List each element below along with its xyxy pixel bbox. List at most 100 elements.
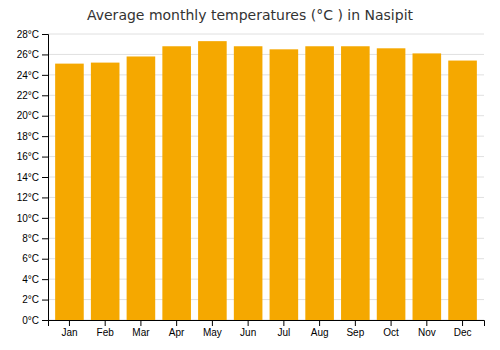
tick-mark [42, 116, 48, 117]
tick: 26°C [17, 49, 48, 60]
tick-label: 22°C [17, 90, 39, 101]
tick: 4°C [22, 274, 48, 285]
tick: Dec [454, 320, 472, 338]
tick-label: 2°C [22, 294, 39, 305]
tick: 14°C [17, 172, 48, 183]
tick-mark [426, 320, 427, 326]
tick-mark [248, 320, 249, 326]
tick-label: Nov [418, 327, 436, 338]
tick-label: 12°C [17, 192, 39, 203]
grid-line [48, 34, 484, 35]
tick-mark [42, 238, 48, 239]
x-axis: Jan Feb Mar Apr May Jun Jul Aug Sep Oct Nov Dec [49, 320, 485, 338]
tick-mark [42, 300, 48, 301]
bar [162, 46, 191, 320]
tick-label: Feb [97, 327, 115, 338]
tick-label: Oct [383, 327, 399, 338]
bar [55, 64, 84, 320]
tick: 28°C [17, 29, 48, 40]
tick-mark [391, 320, 392, 326]
tick-label: Jan [61, 327, 77, 338]
tick: 18°C [17, 131, 48, 142]
tick-label: 18°C [17, 131, 39, 142]
tick-label: Jul [277, 327, 290, 338]
tick-mark [355, 320, 356, 326]
tick-label: Sep [346, 327, 364, 338]
tick-label: 6°C [22, 253, 39, 264]
title: Average monthly temperatures (°C ) in Na… [87, 7, 414, 23]
axis-line [49, 321, 485, 327]
tick-mark [212, 320, 213, 326]
axis-line [42, 35, 49, 321]
tick: Jan [61, 320, 77, 338]
bar [448, 61, 477, 320]
tick: 20°C [17, 110, 48, 121]
bar [234, 46, 263, 320]
tick: 22°C [17, 90, 48, 101]
tick-mark [319, 320, 320, 326]
tick-label: 14°C [17, 172, 39, 183]
tick-label: Mar [132, 327, 150, 338]
tick-mark [42, 177, 48, 178]
tick-mark [42, 259, 48, 260]
tick-label: May [203, 327, 222, 338]
bar [270, 49, 299, 320]
tick-label: 28°C [17, 29, 39, 40]
tick-mark [283, 320, 284, 326]
tick-label: Jun [240, 327, 256, 338]
tick: 2°C [22, 294, 48, 305]
tick-mark [42, 136, 48, 137]
tick-mark [105, 320, 106, 326]
bar [377, 48, 406, 320]
tick: May [203, 320, 222, 338]
tick: 12°C [17, 192, 48, 203]
tick-mark [140, 320, 141, 326]
tick-label: 26°C [17, 49, 39, 60]
tick-mark [69, 320, 70, 326]
tick: 10°C [17, 213, 48, 224]
tick-mark [42, 279, 48, 280]
tick: Aug [311, 320, 329, 338]
tick: Oct [383, 320, 399, 338]
tick-mark [42, 218, 48, 219]
bar [127, 56, 156, 320]
tick: 6°C [22, 253, 48, 264]
tick: 0°C [22, 315, 48, 326]
tick: Apr [169, 320, 185, 338]
tick: 24°C [17, 70, 48, 81]
tick-label: 4°C [22, 274, 39, 285]
tick-label: Dec [454, 327, 472, 338]
bar [305, 46, 334, 320]
tick-mark [42, 75, 48, 76]
tick-mark [42, 157, 48, 158]
tick: 16°C [17, 151, 48, 162]
tick-mark [42, 54, 48, 55]
tick: Jun [240, 320, 256, 338]
grid [48, 34, 484, 320]
plot: 0°C 2°C 4°C 6°C 8°C 10°C 12°C 14°C 16°C 18°C 20°C 2… [17, 29, 485, 338]
bar [413, 53, 442, 320]
tick-mark [176, 320, 177, 326]
tick-mark [42, 95, 48, 96]
tick-label: Apr [169, 327, 185, 338]
tick-label: 10°C [17, 213, 39, 224]
tick-label: 16°C [17, 151, 39, 162]
bar [198, 41, 227, 320]
tick-label: 20°C [17, 110, 39, 121]
tick: Sep [346, 320, 364, 338]
tick-mark [462, 320, 463, 326]
tick: 8°C [22, 233, 48, 244]
tick: Jul [277, 320, 290, 338]
bar [341, 46, 370, 320]
tick-label: 8°C [22, 233, 39, 244]
tick-mark [42, 320, 48, 321]
tick-label: 24°C [17, 70, 39, 81]
y-axis: 0°C 2°C 4°C 6°C 8°C 10°C 12°C 14°C 16°C 18°C 20°C 2… [17, 29, 49, 326]
chart: Average monthly temperatures (°C ) in Na… [0, 0, 500, 350]
tick-mark [42, 34, 48, 35]
bars [55, 41, 477, 320]
tick: Feb [97, 320, 115, 338]
tick: Nov [418, 320, 436, 338]
tick-label: Aug [311, 327, 329, 338]
tick-label: 0°C [22, 315, 39, 326]
